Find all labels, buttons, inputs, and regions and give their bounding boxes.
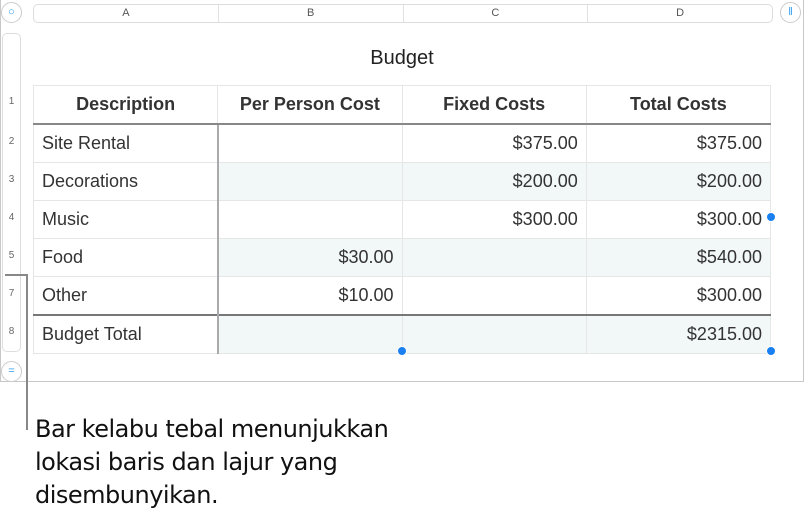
table-row: Other $10.00 $300.00 bbox=[32, 276, 772, 316]
cell[interactable]: Food bbox=[32, 238, 219, 277]
column-header-d[interactable]: D bbox=[676, 7, 685, 19]
row-header-2[interactable]: 2 bbox=[8, 136, 15, 147]
resize-handle-right[interactable] bbox=[766, 212, 776, 222]
row-header-5[interactable]: 5 bbox=[8, 250, 15, 261]
cell[interactable] bbox=[401, 314, 587, 354]
column-header-b[interactable]: B bbox=[219, 5, 404, 22]
cell[interactable]: $200.00 bbox=[401, 162, 587, 201]
cell[interactable]: Site Rental bbox=[32, 123, 219, 163]
cell[interactable] bbox=[401, 238, 587, 277]
caption-line: disembunyikan. bbox=[35, 481, 219, 509]
cell[interactable]: $300.00 bbox=[585, 200, 772, 239]
callout-line bbox=[5, 274, 27, 276]
cell[interactable]: $30.00 bbox=[217, 238, 403, 277]
header-cell[interactable]: Per Person Cost bbox=[217, 85, 403, 125]
table-title[interactable]: Budget bbox=[370, 47, 434, 69]
table-row: Site Rental $375.00 $375.00 bbox=[32, 123, 772, 163]
column-header-a[interactable]: A bbox=[34, 5, 219, 22]
resize-handle-bottom[interactable] bbox=[397, 346, 407, 356]
column-handle-pause-icon[interactable]: ‖ bbox=[780, 2, 801, 23]
row-header-8[interactable]: 8 bbox=[8, 326, 15, 337]
row-header-3[interactable]: 3 bbox=[8, 174, 15, 185]
header-cell[interactable]: Total Costs bbox=[585, 85, 772, 125]
cell[interactable]: $540.00 bbox=[585, 238, 772, 277]
header-cell[interactable]: Fixed Costs bbox=[401, 85, 587, 125]
cell[interactable] bbox=[217, 314, 403, 354]
caption: Bar kelabu tebal menunjukkan lokasi bari… bbox=[35, 413, 389, 512]
row-header-7[interactable]: 7 bbox=[8, 288, 15, 299]
row-header-1[interactable]: 1 bbox=[8, 96, 15, 107]
cell[interactable]: Music bbox=[32, 200, 219, 239]
table-row: Food $30.00 $540.00 bbox=[32, 238, 772, 277]
column-header-c[interactable]: C bbox=[404, 5, 589, 22]
row-handle-equals-icon[interactable]: = bbox=[1, 361, 22, 382]
cell[interactable]: $300.00 bbox=[401, 200, 587, 239]
cell[interactable]: Decorations bbox=[32, 162, 219, 201]
caption-line: lokasi baris dan lajur yang bbox=[35, 448, 338, 476]
budget-table: Description Per Person Cost Fixed Costs … bbox=[32, 85, 772, 354]
cell[interactable]: $200.00 bbox=[585, 162, 772, 201]
footer-row: Budget Total $2315.00 bbox=[32, 314, 772, 354]
table-row: Music $300.00 $300.00 bbox=[32, 200, 772, 239]
cell[interactable]: $10.00 bbox=[217, 276, 403, 316]
cell[interactable]: $300.00 bbox=[585, 276, 772, 316]
cell[interactable]: $2315.00 bbox=[585, 314, 772, 354]
cell[interactable]: Other bbox=[32, 276, 219, 316]
caption-line: Bar kelabu tebal menunjukkan bbox=[35, 415, 389, 443]
callout-line bbox=[26, 274, 28, 430]
row-header-bar: 1 2 3 4 5 7 8 bbox=[2, 33, 21, 352]
cell[interactable]: Budget Total bbox=[32, 314, 219, 354]
resize-handle-corner[interactable] bbox=[766, 346, 776, 356]
cell[interactable] bbox=[401, 276, 587, 316]
select-table-circle-icon[interactable]: ○ bbox=[1, 2, 22, 23]
cell[interactable] bbox=[217, 162, 403, 201]
cell[interactable]: $375.00 bbox=[585, 123, 772, 163]
cell[interactable] bbox=[217, 123, 403, 163]
cell[interactable]: $375.00 bbox=[401, 123, 587, 163]
header-row: Description Per Person Cost Fixed Costs … bbox=[32, 85, 772, 125]
column-header-bar: A B C D bbox=[33, 4, 773, 23]
cell[interactable] bbox=[217, 200, 403, 239]
table-row: Decorations $200.00 $200.00 bbox=[32, 162, 772, 201]
row-header-4[interactable]: 4 bbox=[8, 212, 15, 223]
header-cell[interactable]: Description bbox=[32, 85, 219, 125]
